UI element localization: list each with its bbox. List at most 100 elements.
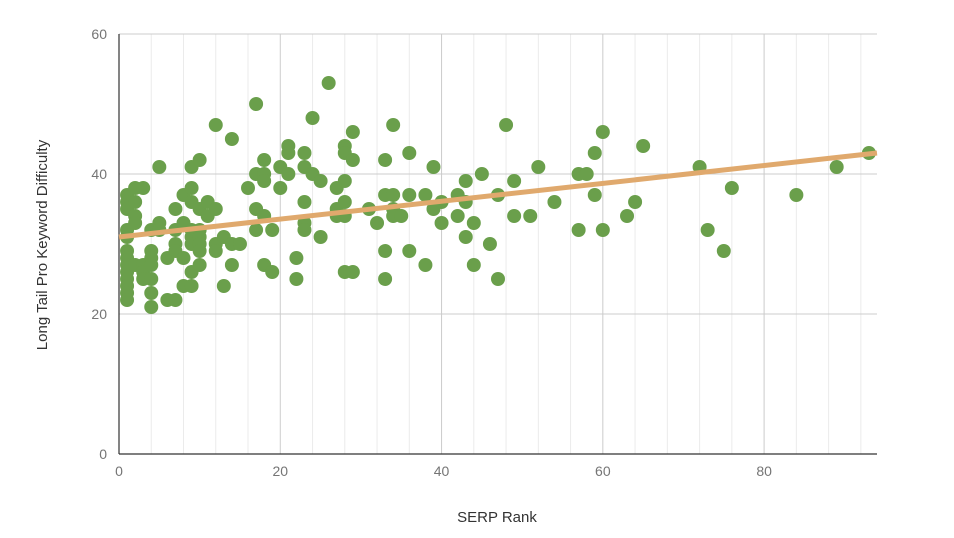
- data-point: [402, 188, 417, 202]
- data-point: [224, 132, 239, 146]
- data-point: [249, 223, 264, 237]
- data-point: [595, 125, 610, 139]
- data-point: [499, 118, 514, 132]
- data-point: [458, 174, 473, 188]
- x-axis-title: SERP Rank: [457, 509, 537, 526]
- y-axis-title: Long Tail Pro Keyword Difficulty: [34, 139, 51, 350]
- data-point: [628, 195, 643, 209]
- data-point: [144, 272, 159, 286]
- data-point: [297, 146, 312, 160]
- data-point: [273, 181, 288, 195]
- y-tick-label: 40: [91, 166, 107, 182]
- data-point: [571, 223, 586, 237]
- data-point: [587, 146, 602, 160]
- data-point: [386, 188, 401, 202]
- data-point: [458, 230, 473, 244]
- data-point: [289, 272, 304, 286]
- data-point: [491, 272, 505, 286]
- data-point: [507, 174, 522, 188]
- data-point: [184, 181, 199, 195]
- x-tick-label: 0: [115, 463, 123, 479]
- data-point: [120, 293, 135, 307]
- data-point: [829, 160, 844, 174]
- data-point: [547, 195, 562, 209]
- data-point: [208, 244, 223, 258]
- data-point: [466, 258, 481, 272]
- x-tick-label: 80: [756, 463, 772, 479]
- data-point: [337, 195, 352, 209]
- x-tick-label: 60: [595, 463, 611, 479]
- trendline-layer: [118, 150, 878, 240]
- data-point: [402, 244, 417, 258]
- data-point: [345, 265, 360, 279]
- data-point: [321, 76, 336, 90]
- data-point: [249, 97, 264, 111]
- data-point: [136, 181, 151, 195]
- data-point: [378, 244, 393, 258]
- data-point: [152, 160, 167, 174]
- data-point: [224, 258, 239, 272]
- data-point: [232, 237, 247, 251]
- data-point: [216, 279, 231, 293]
- grid: [119, 33, 877, 454]
- data-point: [402, 146, 417, 160]
- trendline: [118, 150, 878, 240]
- data-point: [168, 293, 183, 307]
- data-point: [531, 160, 546, 174]
- data-point: [418, 258, 433, 272]
- data-point: [192, 258, 207, 272]
- data-point: [434, 216, 449, 230]
- data-point: [265, 265, 280, 279]
- y-tick-label: 20: [91, 306, 107, 322]
- data-point: [378, 153, 393, 167]
- data-point: [345, 153, 360, 167]
- data-point: [297, 223, 312, 237]
- data-point: [257, 153, 272, 167]
- data-point: [144, 286, 159, 300]
- data-point: [313, 230, 328, 244]
- axes: [118, 34, 877, 455]
- data-point: [724, 181, 739, 195]
- data-point: [305, 111, 320, 125]
- x-tick-label: 40: [434, 463, 450, 479]
- data-point: [378, 272, 393, 286]
- data-point: [192, 153, 207, 167]
- data-point: [144, 300, 159, 314]
- data-point: [370, 216, 385, 230]
- data-point: [450, 209, 465, 223]
- data-point: [700, 223, 715, 237]
- data-point: [184, 279, 199, 293]
- data-point: [313, 174, 328, 188]
- y-tick-label: 60: [91, 26, 107, 42]
- data-point: [595, 223, 610, 237]
- data-point: [523, 209, 538, 223]
- data-point: [482, 237, 497, 251]
- data-point: [289, 251, 304, 265]
- data-point: [265, 223, 280, 237]
- data-point: [620, 209, 635, 223]
- data-point: [192, 244, 207, 258]
- data-point: [281, 167, 296, 181]
- data-point: [337, 174, 352, 188]
- data-point: [587, 188, 602, 202]
- data-points: [120, 76, 876, 314]
- data-point: [176, 251, 191, 265]
- data-point: [257, 174, 272, 188]
- data-point: [128, 216, 143, 230]
- data-point: [281, 146, 296, 160]
- data-point: [789, 188, 804, 202]
- data-point: [297, 195, 312, 209]
- data-point: [128, 195, 143, 209]
- data-point: [144, 258, 159, 272]
- data-point: [208, 202, 223, 216]
- data-point: [426, 160, 441, 174]
- data-point: [394, 209, 409, 223]
- data-point: [716, 244, 731, 258]
- data-point: [636, 139, 651, 153]
- data-point: [386, 118, 401, 132]
- data-point: [208, 118, 223, 132]
- data-point: [507, 209, 522, 223]
- x-tick-label: 20: [272, 463, 288, 479]
- data-point: [474, 167, 489, 181]
